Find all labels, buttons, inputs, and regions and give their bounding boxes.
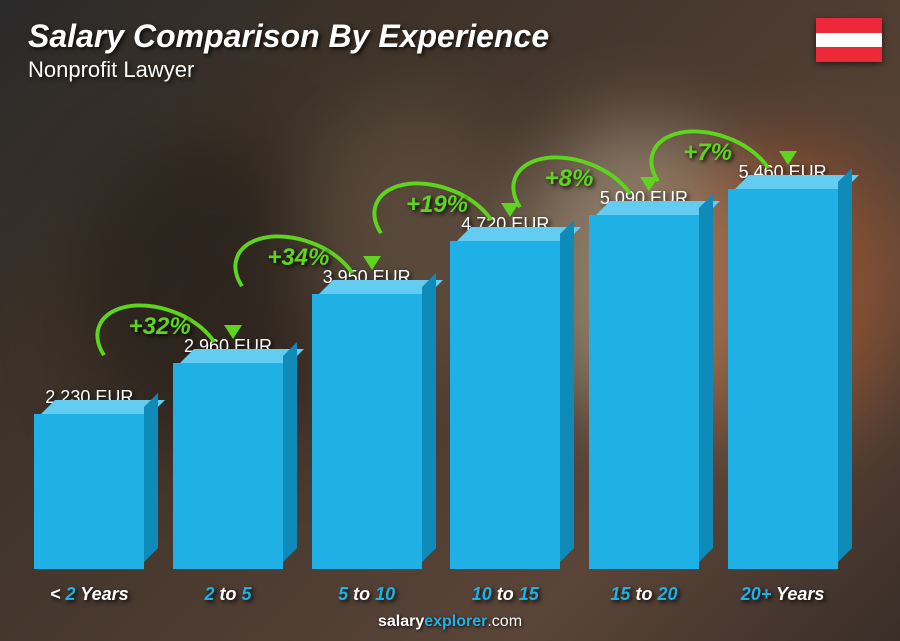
x-axis-label: 2 to 5: [163, 584, 293, 605]
bar: [589, 215, 699, 569]
page-title: Salary Comparison By Experience: [28, 18, 549, 55]
bar: [728, 189, 838, 569]
pct-increase-label: +7%: [683, 139, 732, 167]
brand-suffix: .com: [487, 613, 522, 630]
x-axis-label: < 2 Years: [24, 584, 154, 605]
brand-prefix: salary: [378, 613, 424, 630]
bar-side-face: [699, 194, 713, 562]
salary-bar-chart: 2,230 EUR2,960 EUR3,950 EUR4,720 EUR5,09…: [20, 120, 852, 569]
x-axis-label: 5 to 10: [302, 584, 432, 605]
bar-side-face: [422, 273, 436, 562]
bar-side-face: [144, 393, 158, 562]
x-axis-label: 10 to 15: [440, 584, 570, 605]
bar: [34, 414, 144, 569]
arrow-head-icon: [224, 325, 242, 339]
pct-increase-label: +34%: [267, 244, 329, 272]
flag-stripe: [816, 18, 882, 33]
bar-front-face: [173, 363, 283, 569]
pct-increase-label: +32%: [129, 313, 191, 341]
bar-front-face: [450, 241, 560, 569]
bar: [450, 241, 560, 569]
austria-flag-icon: [816, 18, 882, 62]
bar-front-face: [728, 189, 838, 569]
bar-front-face: [34, 414, 144, 569]
flag-stripe: [816, 47, 882, 62]
bar-side-face: [838, 168, 852, 562]
arrow-head-icon: [779, 151, 797, 165]
bar-front-face: [312, 294, 422, 569]
flag-stripe: [816, 33, 882, 48]
bar: [173, 363, 283, 569]
bar-side-face: [560, 220, 574, 562]
header: Salary Comparison By Experience Nonprofi…: [28, 18, 549, 83]
page-subtitle: Nonprofit Lawyer: [28, 57, 549, 83]
brand-accent: explorer: [424, 613, 487, 630]
x-axis-label: 20+ Years: [718, 584, 848, 605]
footer-brand: salaryexplorer.com: [0, 613, 900, 631]
pct-increase-label: +8%: [545, 165, 594, 193]
bar: [312, 294, 422, 569]
x-axis-label: 15 to 20: [579, 584, 709, 605]
arrow-head-icon: [363, 256, 381, 270]
bar-group: 5,460 EUR: [718, 162, 848, 569]
bar-side-face: [283, 342, 297, 562]
bar-front-face: [589, 215, 699, 569]
pct-increase-label: +19%: [406, 191, 468, 219]
bar-group: 2,230 EUR: [24, 387, 154, 569]
